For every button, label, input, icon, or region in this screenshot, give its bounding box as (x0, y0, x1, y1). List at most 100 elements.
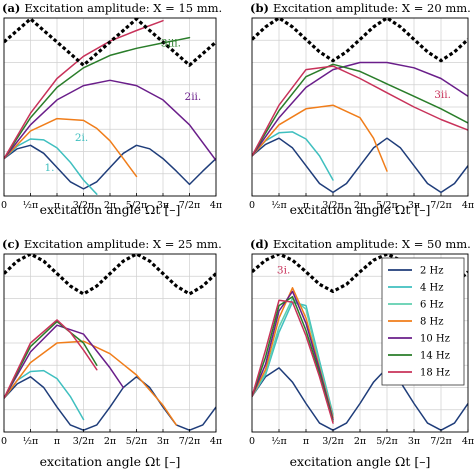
x-tick-label: ½π (23, 436, 38, 447)
x-tick-label: 7/2π (179, 200, 201, 211)
series-line-14hz (4, 320, 98, 399)
x-tick-label: 5/2π (126, 436, 148, 447)
x-axis-label: excitation angle Ωt [–] (40, 202, 181, 217)
panel-label: (a) (2, 1, 24, 15)
legend: 2 Hz 4 Hz 6 Hz 8 Hz 10 Hz 14 Hz 18 Hz (381, 257, 465, 386)
dashed-reference-curve (252, 18, 468, 63)
series-line-2hz (252, 137, 468, 194)
panel-title-text: Excitation amplitude: X = 50 mm. (273, 237, 471, 251)
panel-label: (d) (250, 237, 273, 251)
dashed-reference-curve (252, 254, 468, 293)
series-line-18hz (4, 319, 98, 399)
annotation-label: 2i. (75, 132, 88, 144)
x-tick-label: 4π (462, 200, 474, 211)
legend-entry: 18 Hz (420, 368, 450, 379)
legend-entry: 2 Hz (420, 266, 444, 277)
x-tick-label: 4π (210, 200, 222, 211)
plot-area (4, 18, 216, 195)
x-tick-label: 3π (408, 200, 420, 211)
panel-title: (d) Excitation amplitude: X = 50 mm. (250, 237, 471, 251)
legend-entry: 4 Hz (420, 283, 444, 294)
panel-0: (a) Excitation amplitude: X = 15 mm. 0 ½π π… (1, 1, 222, 217)
x-tick-label: 5/2π (126, 200, 148, 211)
series-line-14hz (252, 63, 468, 157)
panel-title-text: Excitation amplitude: X = 15 mm. (24, 1, 222, 15)
x-tick-label: 3π (408, 436, 420, 447)
series-line-14hz (252, 295, 334, 423)
panel-label: (c) (2, 237, 24, 251)
dashed-reference-curve (4, 254, 216, 296)
panel-title-text: Excitation amplitude: X = 20 mm. (273, 1, 471, 15)
dashed-reference-curve (4, 18, 216, 67)
series-line-2hz (4, 376, 216, 431)
legend-entry: 8 Hz (420, 317, 444, 328)
x-tick-label: 7/2π (179, 436, 201, 447)
x-tick-label: 7/2π (430, 200, 452, 211)
x-tick-label: π (54, 200, 60, 211)
x-tick-label: 5/2π (376, 200, 398, 211)
annotation-label: 3ii. (434, 89, 451, 101)
x-axis-label: excitation angle Ωt [–] (290, 454, 431, 469)
x-tick-label: ½π (271, 200, 286, 211)
annotation-label: 2ii. (185, 91, 202, 103)
series-line-2hz (4, 144, 216, 190)
x-tick-label: 2π (354, 436, 366, 447)
x-axis-label: excitation angle Ωt [–] (40, 454, 181, 469)
x-tick-label: 0 (1, 200, 7, 211)
x-tick-label: 0 (249, 436, 255, 447)
x-tick-label: 2π (104, 200, 116, 211)
series-line-18hz (252, 65, 468, 157)
x-tick-label: 2π (354, 200, 366, 211)
x-tick-label: 3π (157, 200, 169, 211)
series-line-8hz (4, 117, 138, 178)
series-line-14hz (4, 36, 191, 160)
legend-entry: 6 Hz (420, 300, 444, 311)
panel-1: (b) Excitation amplitude: X = 20 mm. 0 ½π π… (249, 1, 474, 217)
x-tick-label: 5/2π (376, 436, 398, 447)
series-line-4hz (252, 301, 334, 415)
plot-area (252, 254, 468, 431)
series-line-10hz (4, 324, 125, 399)
x-tick-label: ½π (23, 200, 38, 211)
x-tick-label: 3π (157, 436, 169, 447)
x-tick-label: 3/2π (322, 200, 344, 211)
plot-area (252, 18, 468, 194)
panel-2: (c) Excitation amplitude: X = 25 mm. 0 ½π π… (1, 237, 222, 469)
x-axis-label: excitation angle Ωt [–] (290, 202, 431, 217)
legend-entry: 10 Hz (420, 334, 450, 345)
x-tick-label: 3/2π (73, 200, 95, 211)
series-line-8hz (252, 104, 388, 172)
series-line-10hz (4, 79, 216, 162)
x-tick-label: 4π (462, 436, 474, 447)
panel-title: (a) Excitation amplitude: X = 15 mm. (2, 1, 222, 15)
series-line-4hz (4, 138, 98, 195)
x-tick-label: 4π (210, 436, 222, 447)
x-tick-label: 7/2π (430, 436, 452, 447)
panel-title-text: Excitation amplitude: X = 25 mm. (24, 237, 222, 251)
panel-title: (b) Excitation amplitude: X = 20 mm. (250, 1, 471, 15)
panel-3: (d) Excitation amplitude: X = 50 mm. 0 ½π π… (249, 237, 474, 469)
panel-title: (c) Excitation amplitude: X = 25 mm. (2, 237, 222, 251)
series-line-18hz (252, 299, 334, 424)
x-tick-label: 3/2π (73, 436, 95, 447)
x-tick-label: π (303, 436, 309, 447)
x-tick-label: π (54, 436, 60, 447)
x-tick-label: 2π (104, 436, 116, 447)
x-tick-label: 0 (1, 436, 7, 447)
x-tick-label: π (303, 200, 309, 211)
x-tick-label: 0 (249, 200, 255, 211)
annotation-label: 3iii. (161, 37, 181, 49)
series-line-18hz (4, 19, 164, 160)
panel-label: (b) (250, 1, 273, 15)
series-line-10hz (252, 290, 334, 421)
x-tick-label: ½π (271, 436, 286, 447)
series-line-10hz (252, 61, 468, 157)
legend-entry: 14 Hz (420, 351, 450, 362)
series-line-8hz (4, 340, 178, 426)
plot-area (4, 254, 216, 431)
series-line-2hz (252, 367, 468, 431)
annotation-label: 3i. (277, 265, 290, 277)
annotation-label: 1. (44, 162, 54, 174)
x-tick-label: 3/2π (322, 436, 344, 447)
